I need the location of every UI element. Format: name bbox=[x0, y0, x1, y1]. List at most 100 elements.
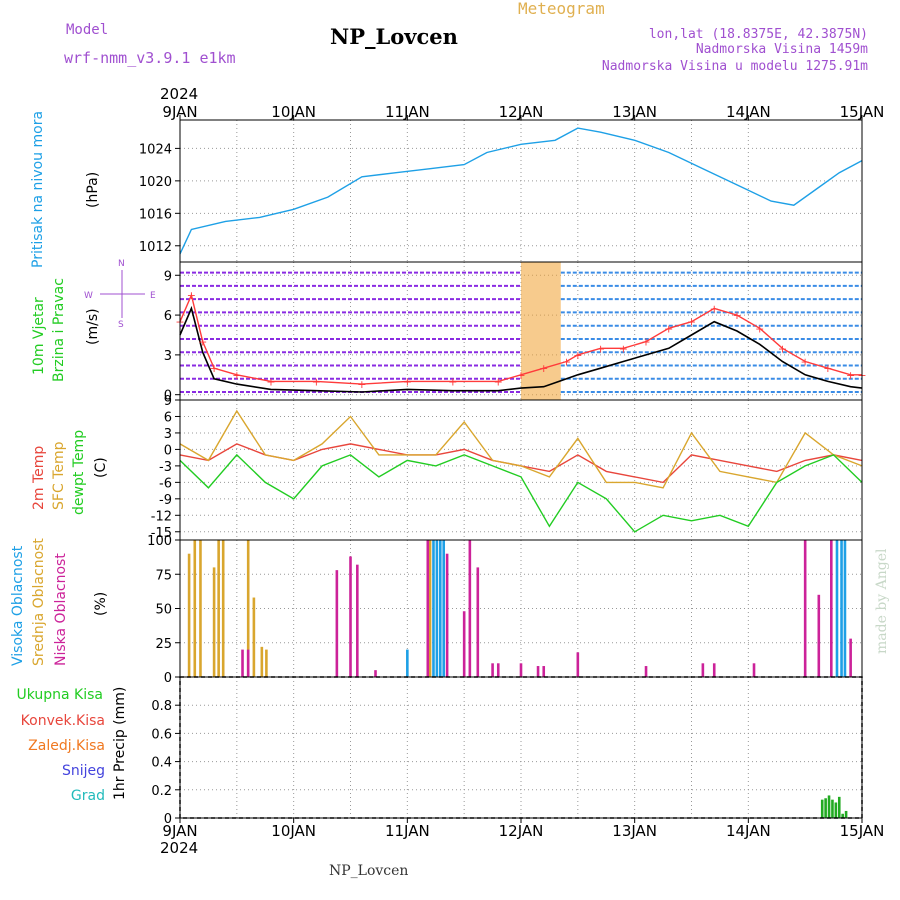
y-tick-label: 75 bbox=[155, 568, 172, 583]
bar bbox=[265, 649, 268, 677]
precip-label-frozen: Zaledj.Kisa bbox=[28, 738, 105, 754]
compass-e: E bbox=[150, 291, 156, 301]
bar bbox=[199, 540, 202, 677]
model-label: Model bbox=[66, 22, 108, 38]
bar bbox=[817, 594, 821, 677]
bar bbox=[835, 540, 839, 677]
y-tick-label: 9 bbox=[164, 394, 172, 409]
series-line bbox=[179, 305, 863, 393]
bar bbox=[542, 666, 546, 677]
bar bbox=[462, 611, 466, 677]
gust-marker: + bbox=[664, 322, 673, 335]
precip-label-conv: Konvek.Kisa bbox=[21, 713, 105, 729]
model-name: wrf-nmm_v3.9.1 e1km bbox=[64, 49, 236, 67]
coords-text: lon,lat (18.8375E, 42.3875N) bbox=[649, 27, 868, 42]
bar bbox=[820, 799, 824, 818]
elevation-text: Nadmorska Visina 1459m bbox=[696, 42, 868, 57]
wind-labels: 10m Vjetar Brzina i Pravac (m/s) bbox=[31, 278, 101, 382]
date-label-top: 14JAN bbox=[726, 103, 771, 121]
bar bbox=[849, 638, 852, 677]
pressure-unit: (hPa) bbox=[85, 172, 101, 208]
bar bbox=[246, 540, 250, 677]
y-tick-label: 0 bbox=[164, 671, 172, 686]
precip-frame bbox=[179, 676, 863, 819]
bar bbox=[374, 670, 377, 677]
wind-unit: (m/s) bbox=[85, 308, 101, 345]
bar bbox=[435, 540, 439, 677]
wind-ylabel-2: Brzina i Pravac bbox=[51, 278, 67, 382]
date-label-bottom: 10JAN bbox=[271, 822, 316, 840]
bar bbox=[830, 540, 833, 677]
footer-title: NP_Lovcen bbox=[329, 863, 408, 879]
bar bbox=[496, 663, 500, 677]
bar bbox=[844, 810, 848, 818]
bar bbox=[335, 570, 339, 677]
page-title: NP_Lovcen bbox=[330, 24, 458, 49]
y-tick-label: 0.4 bbox=[151, 756, 172, 771]
bar bbox=[837, 796, 841, 818]
bar bbox=[476, 567, 480, 677]
y-tick-label: 0.2 bbox=[151, 784, 172, 799]
y-tick-label: 100 bbox=[147, 534, 172, 549]
bar bbox=[252, 597, 256, 677]
date-label-top: 12JAN bbox=[499, 103, 544, 121]
compass-rose: N S W E bbox=[84, 259, 156, 330]
series-line bbox=[179, 292, 862, 385]
gust-marker: + bbox=[596, 342, 605, 355]
bar bbox=[428, 540, 432, 677]
bar bbox=[246, 649, 250, 677]
y-tick-label: 0 bbox=[164, 443, 172, 458]
y-tick-label: 1016 bbox=[139, 207, 172, 222]
compass-n: N bbox=[118, 259, 125, 269]
bar bbox=[442, 540, 446, 677]
gust-marker: + bbox=[403, 375, 412, 388]
y-tick-label: -6 bbox=[159, 476, 172, 491]
y-tick-label: 3 bbox=[164, 349, 172, 364]
precip-label-hail: Grad bbox=[71, 788, 105, 804]
y-tick-label: -3 bbox=[159, 460, 172, 475]
bar bbox=[803, 540, 807, 677]
date-label-top: 11JAN bbox=[385, 103, 430, 121]
model-elevation-text: Nadmorska Visina u modelu 1275.91m bbox=[602, 59, 868, 74]
bar bbox=[356, 564, 359, 677]
y-tick-label: 0.6 bbox=[151, 727, 172, 742]
compass-s: S bbox=[118, 320, 124, 330]
gust-marker: + bbox=[198, 336, 207, 349]
y-tick-label: -12 bbox=[151, 509, 172, 524]
y-tick-label: 6 bbox=[164, 410, 172, 425]
date-label-top: 15JAN bbox=[840, 103, 885, 121]
cloud-unit: (%) bbox=[93, 592, 109, 616]
bar bbox=[752, 663, 756, 677]
bar bbox=[701, 663, 705, 677]
cloud-labels: Visoka Oblacnost Srednja Oblacnost Niska… bbox=[10, 538, 109, 666]
bar bbox=[841, 813, 844, 818]
gust-marker: + bbox=[687, 316, 696, 329]
series-line bbox=[179, 453, 863, 533]
bar bbox=[712, 663, 716, 677]
bar bbox=[468, 540, 472, 677]
wind-direction-band bbox=[521, 262, 561, 400]
bar bbox=[406, 649, 409, 677]
temp-labels: 2m Temp SFC Temp dewpt Temp (C) bbox=[31, 430, 109, 515]
bar bbox=[432, 540, 435, 677]
series-line bbox=[179, 127, 863, 255]
gust-marker: + bbox=[187, 289, 196, 302]
y-tick-label: 25 bbox=[155, 637, 172, 652]
panel-frame bbox=[179, 676, 863, 819]
gust-marker: + bbox=[846, 369, 855, 382]
date-label-top: 13JAN bbox=[612, 103, 657, 121]
y-tick-label: 9 bbox=[164, 269, 172, 284]
date-label-top: 9JAN bbox=[162, 103, 197, 121]
y-tick-label: 50 bbox=[155, 603, 172, 618]
bar bbox=[491, 663, 494, 677]
y-tick-label: -9 bbox=[159, 493, 172, 508]
temp-unit: (C) bbox=[93, 457, 109, 478]
precip-labels: Ukupna Kisa Konvek.Kisa Zaledj.Kisa Snij… bbox=[16, 687, 128, 804]
compass-w: W bbox=[84, 291, 93, 301]
y-tick-label: 1024 bbox=[139, 142, 172, 157]
date-label-bottom: 14JAN bbox=[726, 822, 771, 840]
bar bbox=[840, 540, 843, 677]
temp-ylabel-sfc: SFC Temp bbox=[51, 441, 67, 510]
bar bbox=[438, 540, 442, 677]
